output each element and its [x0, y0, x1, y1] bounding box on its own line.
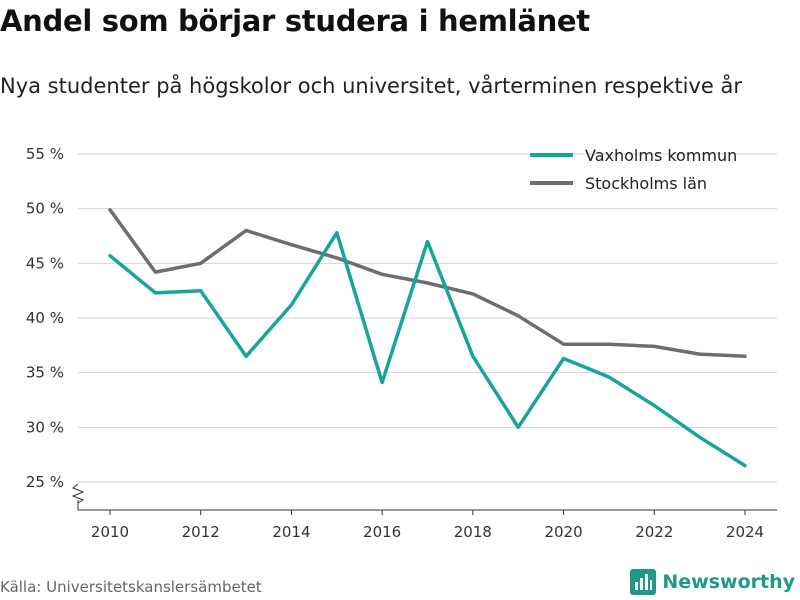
x-tick-label: 2024	[726, 523, 764, 541]
y-tick-label: 40 %	[26, 309, 64, 327]
series-line-vaxholms-kommun	[108, 230, 747, 468]
x-tick-label: 2018	[454, 523, 492, 541]
source-note: Källa: Universitetskanslersämbetet	[0, 578, 262, 596]
axes: 25 % 30 % 35 % 40 % 45 % 50 % 55 % 2010 2012 2014…	[26, 145, 777, 541]
x-tick-label: 2014	[272, 523, 310, 541]
legend: Vaxholms kommun Stockholms län	[530, 146, 737, 193]
brand-logo: Newsworthy	[630, 569, 795, 595]
y-tick-label: 45 %	[26, 254, 64, 272]
chart-subtitle: Nya studenter på högskolor och universit…	[0, 74, 742, 98]
line-chart: 25 % 30 % 35 % 40 % 45 % 50 % 55 % 2010 2012 2014…	[26, 145, 777, 541]
brand-name: Newsworthy	[662, 571, 795, 593]
y-tick-label: 30 %	[26, 418, 64, 436]
series-line-stockholms-l-n	[108, 208, 747, 359]
legend-label: Stockholms län	[585, 174, 707, 193]
x-tick-label: 2016	[363, 523, 401, 541]
chart-title: Andel som börjar studera i hemlänet	[0, 4, 590, 38]
legend-label: Vaxholms kommun	[585, 146, 737, 165]
x-tick-label: 2020	[544, 523, 582, 541]
gridlines	[78, 153, 777, 483]
x-tick-label: 2010	[91, 523, 129, 541]
x-tick-label: 2022	[635, 523, 673, 541]
axis-break-mark	[71, 483, 85, 504]
bar-chart-logo-icon	[630, 569, 657, 595]
y-tick-label: 25 %	[26, 473, 64, 491]
y-tick-label: 55 %	[26, 145, 64, 163]
x-tick-label: 2012	[182, 523, 220, 541]
y-tick-label: 50 %	[26, 200, 64, 218]
y-tick-label: 35 %	[26, 364, 64, 382]
series-lines	[108, 208, 747, 468]
